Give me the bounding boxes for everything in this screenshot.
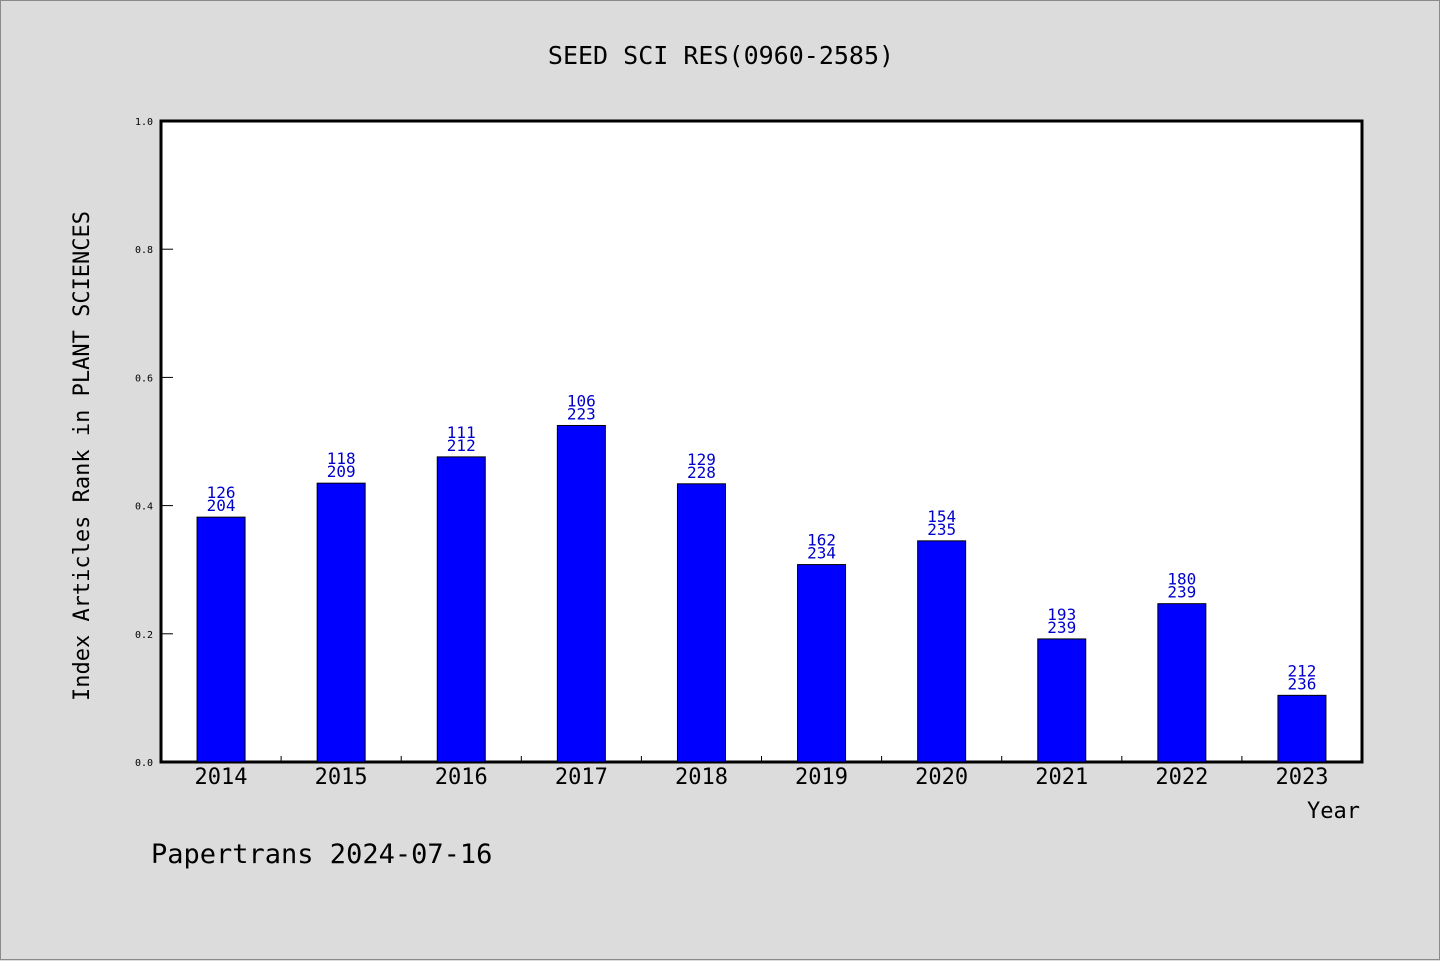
bar-2019 <box>797 564 847 763</box>
rank-label: 193 <box>1047 605 1076 624</box>
y-tick-label: 0.4 <box>135 502 153 513</box>
y-tick-label: 0.2 <box>135 630 153 641</box>
y-tick-label: 1.0 <box>135 117 153 128</box>
footer-text: Papertrans 2024-07-16 <box>151 839 492 870</box>
total-label: 204 <box>207 496 236 515</box>
rank-label: 180 <box>1167 570 1196 589</box>
y-axis-label: Index Articles Rank in PLANT SCIENCES <box>70 211 95 701</box>
y-axis: 0.0 0.2 0.4 0.6 0.8 1.0 <box>135 117 173 769</box>
rank-label: 212 <box>1287 661 1316 680</box>
data-labels: 1262041182091112121062231292281622341542… <box>207 391 1317 693</box>
x-tick-label: 2020 <box>915 765 968 790</box>
total-label: 234 <box>807 544 836 563</box>
rank-label: 106 <box>567 391 596 410</box>
total-label: 236 <box>1287 674 1316 693</box>
x-tick-label: 2018 <box>675 765 728 790</box>
y-tick-label: 0.0 <box>135 758 153 769</box>
total-label: 209 <box>327 462 356 481</box>
rank-label: 154 <box>927 507 956 526</box>
x-tick-label: 2021 <box>1035 765 1088 790</box>
rank-label: 118 <box>327 449 356 468</box>
x-tick-label: 2016 <box>435 765 488 790</box>
bar-2018 <box>676 483 726 763</box>
rank-label: 111 <box>447 423 476 442</box>
x-axis: 2014 2015 2016 2017 2018 2019 2020 2021 2022 2023 <box>195 756 1328 790</box>
y-tick-label: 0.8 <box>135 245 153 256</box>
x-tick-label: 2014 <box>195 765 248 790</box>
x-tick-label: 2015 <box>315 765 368 790</box>
rank-label: 126 <box>207 483 236 502</box>
x-tick-label: 2019 <box>795 765 848 790</box>
x-tick-label: 2023 <box>1275 765 1328 790</box>
bar-2014 <box>196 516 246 763</box>
bars <box>196 424 1327 763</box>
total-label: 228 <box>687 463 716 482</box>
bar-2015 <box>316 482 366 763</box>
total-label: 235 <box>927 520 956 539</box>
total-label: 239 <box>1167 583 1196 602</box>
x-tick-label: 2022 <box>1155 765 1208 790</box>
bar-2020 <box>917 540 967 763</box>
rank-label: 129 <box>687 450 716 469</box>
total-label: 239 <box>1047 618 1076 637</box>
rank-label: 162 <box>807 531 836 550</box>
bar-2022 <box>1157 603 1207 763</box>
y-tick-label: 0.6 <box>135 373 153 384</box>
x-tick-label: 2017 <box>555 765 608 790</box>
bar-2021 <box>1037 638 1087 763</box>
x-axis-label: Year <box>1307 799 1360 824</box>
bar-2017 <box>556 424 606 763</box>
total-label: 223 <box>567 404 596 423</box>
total-label: 212 <box>447 436 476 455</box>
chart-title: SEED SCI RES(0960-2585) <box>548 41 894 70</box>
bar-2023 <box>1277 694 1327 763</box>
bar-2016 <box>436 456 486 763</box>
